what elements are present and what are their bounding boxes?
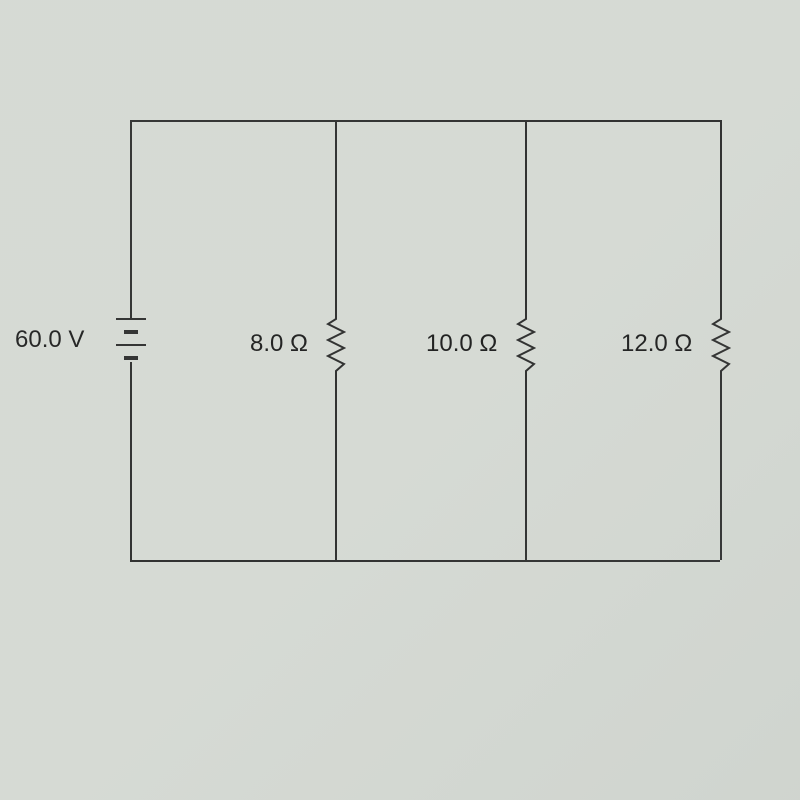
r2-label: 10.0 Ω	[426, 330, 497, 358]
r3-label: 12.0 Ω	[621, 330, 692, 358]
top-rail-wire	[130, 120, 720, 122]
battery-top-wire	[130, 120, 132, 318]
r1-label: 8.0 Ω	[250, 330, 308, 358]
r3-top-wire	[720, 120, 722, 315]
resistor-icon	[516, 315, 536, 375]
r1-bottom-wire	[335, 375, 337, 560]
resistor-icon	[326, 315, 346, 375]
r1-top-wire	[335, 120, 337, 315]
r2-top-wire	[525, 120, 527, 315]
battery-label: 60.0 V	[15, 326, 84, 354]
battery-bottom-wire	[130, 362, 132, 560]
battery-icon	[116, 318, 146, 362]
resistor-icon	[711, 315, 731, 375]
circuit-diagram: 60.0 V 8.0 Ω 10.0 Ω 12.0 Ω	[90, 120, 740, 560]
bottom-rail-wire	[130, 560, 720, 562]
r2-bottom-wire	[525, 375, 527, 560]
r3-bottom-wire	[720, 375, 722, 560]
